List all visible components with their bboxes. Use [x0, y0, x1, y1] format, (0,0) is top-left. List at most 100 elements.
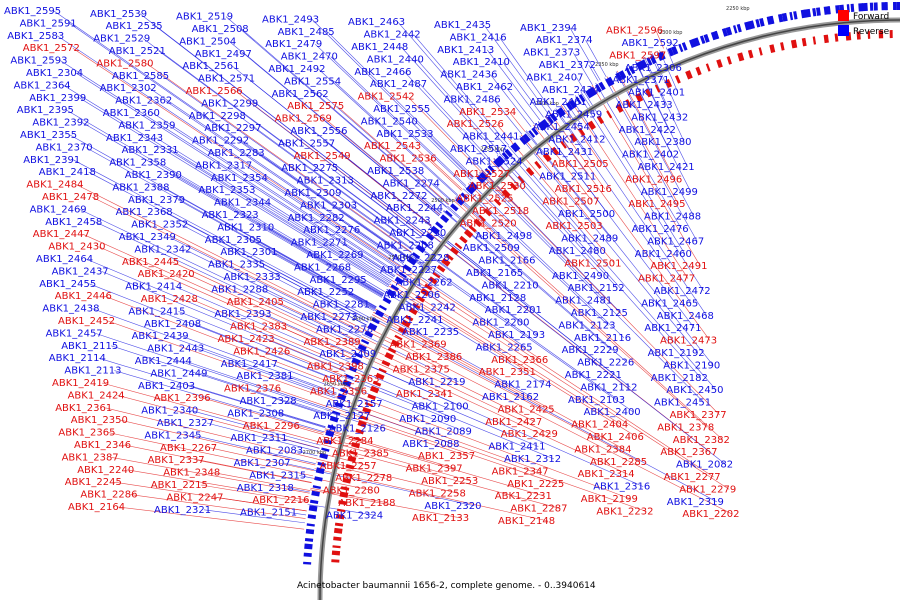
- forward-gene-block: [450, 246, 459, 256]
- label-connector: [273, 276, 367, 326]
- gene-label: ABK1_2299: [201, 98, 258, 109]
- reverse-gene-block: [354, 352, 363, 359]
- label-connector: [422, 108, 483, 170]
- label-connector: [264, 313, 353, 355]
- label-connector: [267, 227, 384, 296]
- label-connector: [569, 27, 601, 81]
- gene-label: ABK1_2426: [233, 346, 290, 357]
- reverse-gene-block: [455, 196, 465, 206]
- reverse-gene-block: [678, 43, 684, 53]
- gene-label: ABK1_2288: [211, 284, 268, 295]
- forward-gene-block: [705, 63, 711, 72]
- forward-gene-block: [351, 442, 361, 449]
- gene-label: ABK1_2583: [7, 31, 64, 42]
- label-connector: [270, 363, 339, 390]
- gene-label: ABK1_2376: [224, 384, 281, 395]
- gene-label: ABK1_2391: [23, 155, 80, 166]
- gene-label: ABK1_2433: [616, 100, 673, 111]
- gene-label: ABK1_2373: [523, 48, 580, 59]
- gene-label: ABK1_2201: [485, 305, 542, 316]
- gene-label: ABK1_2210: [482, 280, 539, 291]
- label-connector: [241, 28, 447, 208]
- gene-label: ABK1_2385: [332, 448, 389, 459]
- gene-label: ABK1_2451: [654, 398, 711, 409]
- gene-label: ABK1_2538: [367, 166, 424, 177]
- gene-label: ABK1_2384: [574, 444, 631, 455]
- gene-label: ABK1_2511: [539, 172, 596, 183]
- gene-label: ABK1_2449: [150, 368, 207, 379]
- label-connector: [168, 236, 363, 334]
- gene-label: ABK1_2364: [14, 80, 71, 91]
- label-connector: [483, 24, 549, 115]
- reverse-gene-block: [559, 107, 566, 116]
- reverse-gene-block: [398, 271, 407, 279]
- gene-label: ABK1_2414: [125, 282, 182, 293]
- backbone-ring: [317, 17, 900, 600]
- gene-label: ABK1_2484: [26, 180, 83, 191]
- gene-label: ABK1_2123: [558, 320, 615, 331]
- label-connector: [95, 333, 331, 412]
- reverse-gene-block: [519, 136, 528, 146]
- gene-label: ABK1_2309: [284, 188, 341, 199]
- reverse-gene-block: [816, 7, 821, 16]
- gene-label: ABK1_2529: [93, 34, 150, 45]
- gene-label: ABK1_2342: [134, 244, 191, 255]
- reverse-gene-block: [348, 365, 358, 373]
- gene-label: ABK1_2455: [39, 279, 96, 290]
- gene-label: ABK1_2375: [393, 364, 450, 375]
- gene-label: ABK1_2473: [660, 336, 717, 347]
- label-connector: [261, 289, 361, 338]
- gene-label: ABK1_2219: [408, 377, 465, 388]
- label-connector: [194, 435, 316, 464]
- reverse-gene-block: [319, 452, 329, 460]
- reverse-gene-block: [736, 23, 742, 33]
- gene-label: ABK1_2549: [294, 151, 351, 162]
- label-connector: [423, 220, 431, 227]
- gene-label: ABK1_2360: [103, 108, 160, 119]
- label-connector: [82, 122, 383, 298]
- forward-gene-block: [478, 214, 486, 222]
- gene-label: ABK1_2416: [450, 32, 507, 43]
- label-connector: [355, 348, 628, 475]
- gene-label: ABK1_2316: [593, 482, 650, 493]
- gene-label: ABK1_2409: [319, 349, 376, 360]
- gene-label: ABK1_2505: [552, 159, 609, 170]
- reverse-gene-block: [364, 330, 374, 338]
- label-connector: [257, 152, 408, 258]
- label-connector: [504, 148, 717, 391]
- gene-label: ABK1_2352: [131, 220, 188, 231]
- label-connector: [499, 148, 503, 152]
- label-connector: [197, 459, 312, 484]
- gene-label: ABK1_2280: [323, 486, 380, 497]
- label-connector: [111, 345, 330, 417]
- gene-label: ABK1_2444: [135, 356, 192, 367]
- label-connector: [490, 160, 504, 175]
- label-connector: [286, 487, 310, 493]
- gene-label: ABK1_2306: [625, 63, 682, 74]
- label-connector: [127, 469, 309, 501]
- gene-label: ABK1_2447: [33, 229, 90, 240]
- label-connector: [104, 295, 340, 387]
- gene-label: ABK1_2083: [246, 446, 303, 457]
- reverse-gene-block: [314, 476, 323, 482]
- forward-gene-block: [391, 339, 401, 347]
- forward-gene-block: [339, 491, 349, 498]
- label-connector: [117, 506, 305, 530]
- label-connector: [312, 477, 373, 491]
- map-caption: Acinetobacter baumannii 1656-2, complete…: [297, 581, 596, 591]
- forward-gene-block: [405, 314, 414, 322]
- label-connector: [95, 221, 358, 346]
- gene-label: ABK1_2225: [507, 479, 564, 490]
- gene-label: ABK1_2504: [179, 36, 236, 47]
- forward-gene-block: [424, 283, 433, 291]
- label-connector: [397, 22, 507, 148]
- gene-label: ABK1_2365: [58, 428, 115, 439]
- label-connector: [507, 145, 600, 252]
- label-connector: [184, 249, 362, 337]
- reverse-gene-block: [311, 490, 320, 497]
- forward-gene-block: [551, 146, 560, 156]
- reverse-gene-block: [487, 164, 496, 173]
- gene-label: ABK1_2200: [472, 318, 529, 329]
- forward-gene-block: [517, 175, 525, 184]
- label-connector: [88, 171, 370, 321]
